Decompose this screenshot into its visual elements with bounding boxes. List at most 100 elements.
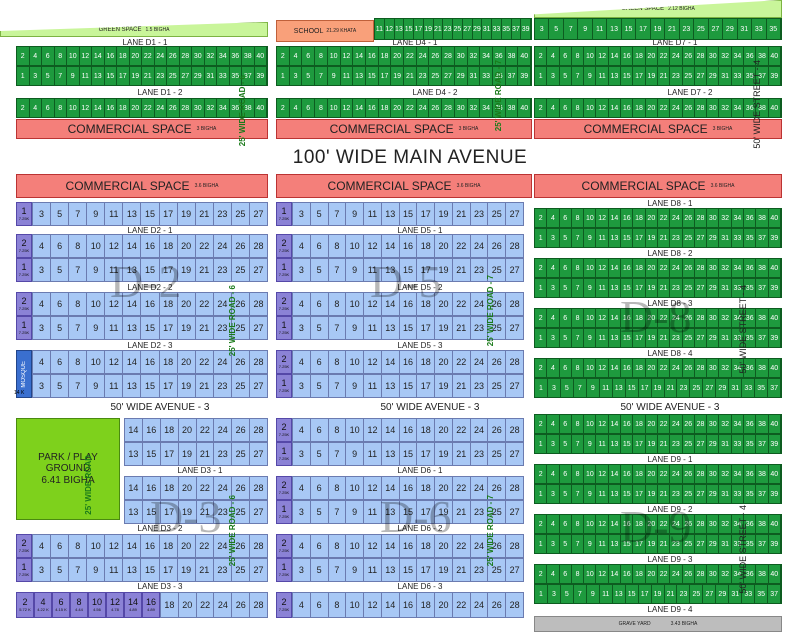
plot[interactable]: 28: [506, 293, 523, 315]
plot[interactable]: 10: [346, 351, 365, 373]
plot[interactable]: 31: [719, 485, 732, 503]
corner-plot-d6-5[interactable]: 2 7.25K: [276, 534, 292, 558]
plot[interactable]: 37: [768, 379, 782, 397]
plot[interactable]: 5: [559, 435, 572, 453]
plot[interactable]: 26: [167, 47, 180, 65]
plot[interactable]: 13: [608, 485, 622, 503]
plot[interactable]: 11: [105, 317, 124, 339]
plot[interactable]: 23: [470, 259, 489, 281]
plot[interactable]: 8: [571, 309, 585, 327]
plot[interactable]: 29: [707, 67, 720, 85]
plot[interactable]: 36: [744, 415, 757, 433]
plot[interactable]: 20: [645, 359, 658, 377]
plot[interactable]: 22: [452, 293, 471, 315]
plot[interactable]: 26: [488, 235, 507, 257]
plot[interactable]: 11: [364, 443, 382, 465]
plot[interactable]: 8: [328, 293, 347, 315]
plot[interactable]: 22: [142, 47, 155, 65]
plot[interactable]: 23: [470, 203, 489, 225]
plot[interactable]: 17: [638, 379, 652, 397]
plot[interactable]: 23: [213, 259, 232, 281]
plot[interactable]: 2: [535, 359, 548, 377]
plot[interactable]: 38: [756, 465, 769, 483]
plot[interactable]: 39: [768, 229, 781, 247]
plot[interactable]: 35: [229, 67, 242, 85]
plot[interactable]: 21: [664, 379, 678, 397]
plot[interactable]: 21: [664, 585, 678, 603]
plot[interactable]: 7: [573, 585, 587, 603]
plot[interactable]: 25: [488, 501, 507, 523]
plot[interactable]: 28: [249, 535, 268, 557]
plot[interactable]: 1: [535, 485, 548, 503]
plot[interactable]: 29: [716, 585, 730, 603]
plot[interactable]: 9: [346, 259, 365, 281]
plot[interactable]: 15: [621, 279, 634, 297]
plot[interactable]: 9: [584, 67, 597, 85]
plot[interactable]: 37: [505, 67, 519, 85]
plot[interactable]: 24: [670, 309, 683, 327]
plot[interactable]: 21: [452, 559, 471, 581]
plot[interactable]: 5: [559, 67, 572, 85]
plot[interactable]: 23: [443, 19, 453, 39]
plot[interactable]: 16: [365, 47, 379, 65]
plot[interactable]: 13: [123, 317, 142, 339]
plot[interactable]: 1: [535, 435, 548, 453]
plot[interactable]: 38: [242, 47, 255, 65]
plot[interactable]: 38: [756, 309, 769, 327]
plot[interactable]: 25: [682, 535, 695, 553]
plot[interactable]: 10 4.56: [88, 592, 106, 618]
plot[interactable]: 30: [707, 99, 720, 117]
plot[interactable]: 6: [310, 293, 329, 315]
plot[interactable]: 8: [328, 593, 347, 617]
plot[interactable]: 9: [346, 559, 365, 581]
plot[interactable]: 22: [452, 235, 471, 257]
plot[interactable]: 14 4.89: [124, 592, 142, 618]
plot[interactable]: 22: [195, 293, 214, 315]
plot[interactable]: 7: [315, 67, 328, 85]
plot[interactable]: 18: [633, 415, 646, 433]
plot[interactable]: 12: [596, 415, 609, 433]
plot[interactable]: 3: [289, 67, 303, 85]
plot[interactable]: 9: [584, 279, 597, 297]
plot[interactable]: 4: [33, 293, 52, 315]
plot[interactable]: 17: [417, 375, 436, 397]
plot[interactable]: 16: [104, 47, 117, 65]
plot[interactable]: 11: [364, 559, 382, 581]
plot[interactable]: 11: [596, 229, 609, 247]
plot[interactable]: 27: [179, 67, 192, 85]
plot[interactable]: 3: [293, 203, 311, 225]
plot[interactable]: 26: [488, 477, 507, 499]
plot[interactable]: 9: [87, 559, 106, 581]
plot[interactable]: 3: [547, 229, 560, 247]
plot[interactable]: 40: [768, 47, 781, 65]
plot[interactable]: 26: [231, 535, 250, 557]
plot[interactable]: 12: [105, 351, 124, 373]
plot[interactable]: 28: [506, 351, 523, 373]
plot[interactable]: 15: [142, 443, 161, 465]
plot[interactable]: 15: [141, 203, 160, 225]
plot[interactable]: 14: [125, 477, 143, 499]
plot[interactable]: 13: [608, 329, 622, 347]
plot[interactable]: 8: [571, 465, 585, 483]
plot[interactable]: 20: [178, 419, 197, 441]
plot[interactable]: 24: [670, 209, 683, 227]
plot[interactable]: 19: [423, 19, 434, 39]
plot[interactable]: 37: [756, 67, 769, 85]
plot[interactable]: 32: [719, 465, 732, 483]
plot[interactable]: 28: [694, 209, 708, 227]
plot[interactable]: 10: [346, 593, 365, 617]
plot[interactable]: 2: [277, 47, 290, 65]
plot[interactable]: 28: [506, 535, 523, 557]
plot[interactable]: 38: [756, 359, 769, 377]
plot[interactable]: 25: [690, 585, 704, 603]
plot[interactable]: 40: [518, 99, 532, 117]
plot[interactable]: 32: [719, 359, 732, 377]
plot[interactable]: 5: [42, 67, 55, 85]
corner-plot-d3-2[interactable]: 1 7.25K: [16, 558, 32, 582]
plot[interactable]: 28: [250, 477, 267, 499]
corner-plot-d2-5[interactable]: 1 7.25K: [16, 316, 32, 340]
plot[interactable]: 27: [694, 535, 708, 553]
plot[interactable]: 24: [470, 293, 489, 315]
plot[interactable]: 4: [547, 359, 560, 377]
plot[interactable]: 40: [768, 415, 781, 433]
